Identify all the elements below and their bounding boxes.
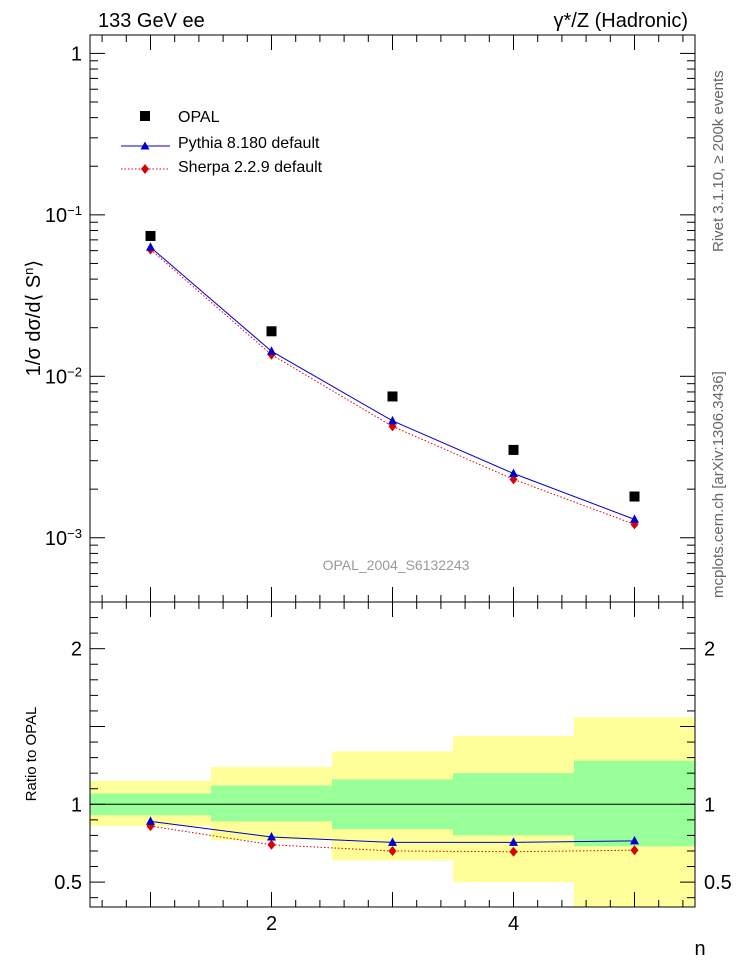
ratio-xlabel: n — [694, 938, 705, 960]
ratio-band-inner — [211, 785, 332, 822]
legend-sherpa-label: Sherpa 2.2.9 default — [178, 159, 323, 176]
main-axes: 1 10−1 10−2 10−3 — [45, 35, 695, 603]
pythia-point — [388, 415, 397, 425]
ratio-sherpa-point — [267, 839, 276, 850]
ratio-ytick-label: 2 — [71, 639, 82, 661]
mcplots-label: mcplots.cern.ch [arXiv:1306.3436] — [710, 371, 727, 598]
ratio-sherpa-point — [509, 846, 518, 857]
ratio-ytick-label: 1 — [71, 794, 82, 816]
ratio-pythia-point — [267, 831, 276, 841]
ratio-plot-area — [146, 816, 639, 857]
main-ytick-label: 10−3 — [45, 525, 82, 550]
analysis-id-label: OPAL_2004_S6132243 — [323, 557, 470, 573]
ratio-pythia-point — [388, 837, 397, 846]
opal-point — [387, 391, 398, 402]
pythia-point — [146, 242, 155, 251]
rivet-version-label: Rivet 3.1.10, ≥ 200k events — [710, 70, 727, 252]
ratio-ytick-label-right: 0.5 — [704, 872, 732, 894]
main-ytick-label: 1 — [71, 43, 82, 65]
ratio-xtick-label: 2 — [266, 913, 277, 935]
opal-point — [508, 444, 519, 455]
opal-point — [145, 230, 156, 241]
pythia-point — [630, 514, 639, 523]
ratio-sherpa-line — [150, 825, 635, 853]
ratio-pythia-point — [509, 837, 518, 846]
ratio-ytick-label: 0.5 — [54, 872, 82, 894]
sherpa-line — [150, 249, 635, 525]
header-left-label: 133 GeV ee — [98, 10, 205, 32]
legend-opal-marker — [140, 111, 150, 121]
ratio-panel: 0.5 0.5 1 1 2 2 2 4 Ratio to OPAL n — [23, 601, 732, 960]
ratio-sherpa-point — [388, 845, 397, 856]
pythia-line — [150, 246, 635, 520]
legend: OPAL Pythia 8.180 default Sherpa 2.2.9 d… — [121, 109, 323, 176]
legend-pythia-marker — [140, 141, 150, 150]
main-ytick-label: 10−1 — [45, 202, 82, 227]
ratio-ytick-label-right: 1 — [704, 794, 715, 816]
main-panel: 1 10−1 10−2 10−3 1/σ dσ/d⟨ Sn⟩ OPAL_2004_S6… — [21, 34, 696, 603]
ratio-uncertainty-bands — [90, 717, 695, 907]
ratio-pythia-point — [146, 816, 155, 825]
ratio-ylabel: Ratio to OPAL — [23, 707, 40, 802]
legend-pythia-label: Pythia 8.180 default — [178, 135, 320, 152]
header-right-label: γ*/Z (Hadronic) — [554, 10, 688, 32]
legend-opal-label: OPAL — [178, 109, 220, 126]
ratio-pythia-point — [630, 835, 639, 845]
ratio-sherpa-point — [630, 845, 639, 856]
ratio-axes: 0.5 0.5 1 1 2 2 2 4 — [54, 602, 732, 935]
opal-point — [629, 491, 640, 502]
pythia-point — [509, 468, 518, 478]
ratio-frame — [89, 601, 696, 908]
main-ylabel: 1/σ dσ/d⟨ Sn⟩ — [21, 260, 46, 376]
legend-sherpa-marker — [141, 164, 149, 174]
main-plot-area — [145, 230, 640, 530]
main-ytick-label: 10−2 — [45, 364, 82, 389]
pythia-point — [267, 346, 276, 355]
opal-point — [266, 326, 277, 337]
ratio-band-inner — [574, 760, 695, 847]
ratio-ytick-label-right: 2 — [704, 639, 715, 661]
ratio-xtick-label: 4 — [508, 913, 519, 935]
